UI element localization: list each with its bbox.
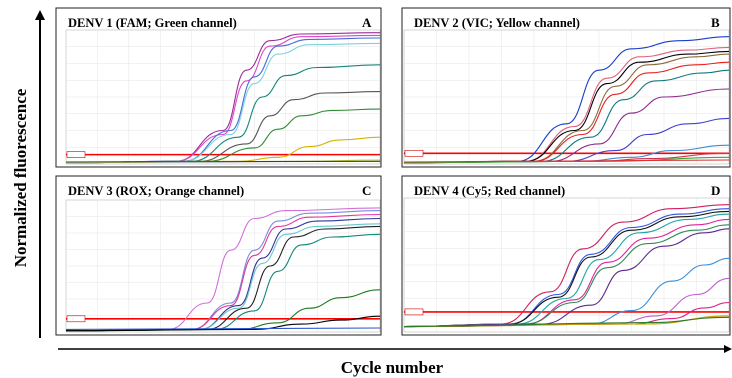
threshold-marker bbox=[404, 308, 424, 316]
x-axis-arrow-head bbox=[724, 345, 732, 353]
amplification-curve-d-12 bbox=[403, 316, 730, 328]
panel-letter-d: D bbox=[711, 183, 720, 198]
amplification-curve-d-7 bbox=[403, 228, 730, 328]
panel-title-c: DENV 3 (ROX; Orange channel) bbox=[68, 184, 244, 198]
y-axis-label: Normalized fluorescence bbox=[11, 88, 30, 267]
panel-letter-a: A bbox=[362, 15, 372, 30]
panel-letter-c: C bbox=[362, 183, 371, 198]
amplification-curve-b-12 bbox=[403, 159, 730, 163]
amplification-curve-c-10 bbox=[65, 327, 381, 330]
amplification-curve-a-10 bbox=[65, 160, 381, 163]
x-axis-label: Cycle number bbox=[341, 358, 444, 377]
amplification-curve-c-9 bbox=[65, 315, 381, 332]
panel-b: DENV 2 (VIC; Yellow channel) B bbox=[401, 7, 731, 168]
panel-title-d: DENV 4 (Cy5; Red channel) bbox=[414, 184, 565, 198]
threshold-marker bbox=[66, 315, 86, 323]
panel-c: DENV 3 (ROX; Orange channel) C bbox=[55, 175, 382, 336]
y-axis-arrow-head bbox=[35, 10, 45, 20]
panel-d: DENV 4 (Cy5; Red channel) D bbox=[401, 175, 731, 336]
panel-letter-b: B bbox=[711, 15, 720, 30]
threshold-marker bbox=[66, 151, 86, 158]
threshold-marker bbox=[404, 149, 424, 157]
panel-title-b: DENV 2 (VIC; Yellow channel) bbox=[414, 16, 580, 30]
panel-a: DENV 1 (FAM; Green channel) A bbox=[55, 7, 382, 168]
panel-title-a: DENV 1 (FAM; Green channel) bbox=[68, 16, 237, 30]
